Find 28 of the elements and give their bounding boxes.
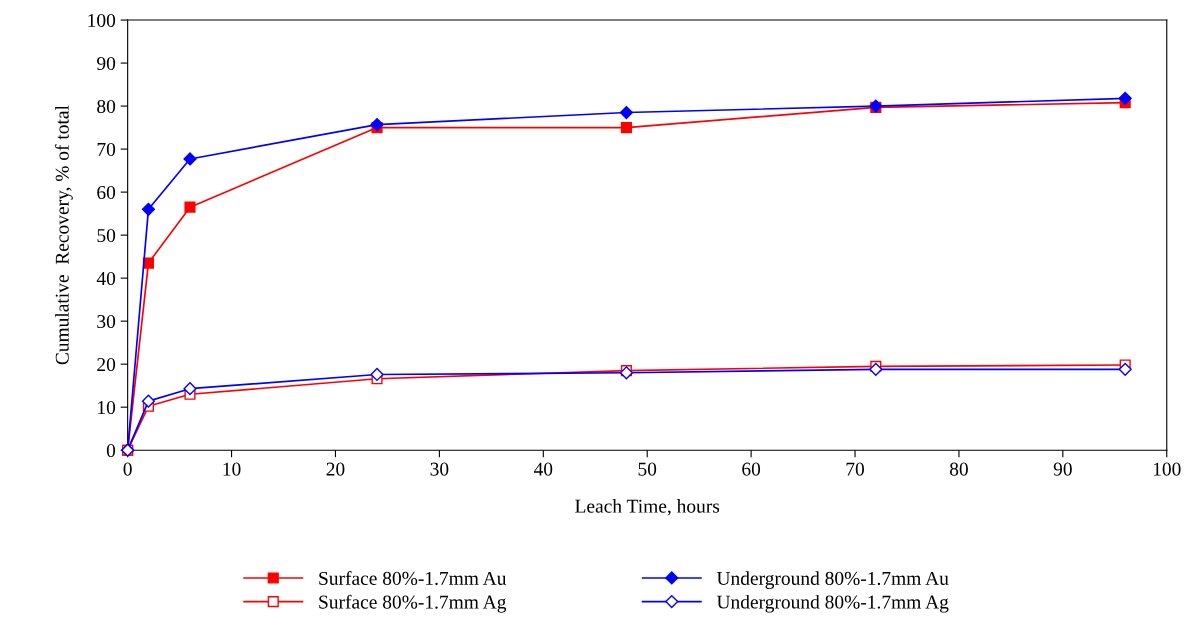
x-tick-label: 20	[326, 462, 345, 476]
y-tick-label: 70	[97, 142, 116, 157]
x-tick-label: 80	[949, 462, 968, 476]
x-tick-label: 100	[1153, 462, 1181, 476]
legend-label: Underground 80%-1.7mm Ag	[716, 594, 949, 613]
legend-label: Surface 80%-1.7mm Ag	[319, 594, 507, 613]
x-tick-label: 40	[533, 462, 553, 476]
y-tick-label: 90	[97, 56, 116, 71]
x-tick-label: 90	[1053, 462, 1072, 476]
legend-label: Surface 80%-1.7mm Au	[319, 571, 507, 586]
legend-label: Underground 80%-1.7mm Au	[716, 571, 949, 589]
y-axis-title: Cumulative Recovery, % of total	[54, 105, 73, 365]
x-tick-label: 0	[123, 462, 132, 476]
x-tick-label: 70	[846, 462, 864, 476]
y-tick-label: 100	[88, 13, 116, 27]
y-tick-label: 40	[96, 271, 116, 286]
x-tick-label: 60	[742, 462, 761, 476]
y-tick-label: 10	[98, 400, 116, 415]
x-axis-title: Leach Time, hours	[575, 499, 720, 516]
y-tick-label: 60	[97, 185, 116, 200]
x-tick-label: 10	[223, 462, 241, 476]
y-tick-label: 30	[97, 314, 116, 329]
y-tick-label: 0	[106, 444, 116, 458]
y-tick-label: 80	[97, 99, 116, 114]
y-tick-label: 50	[97, 228, 116, 243]
x-tick-label: 30	[430, 462, 449, 476]
x-tick-label: 50	[638, 462, 657, 476]
y-tick-label: 20	[97, 357, 116, 372]
